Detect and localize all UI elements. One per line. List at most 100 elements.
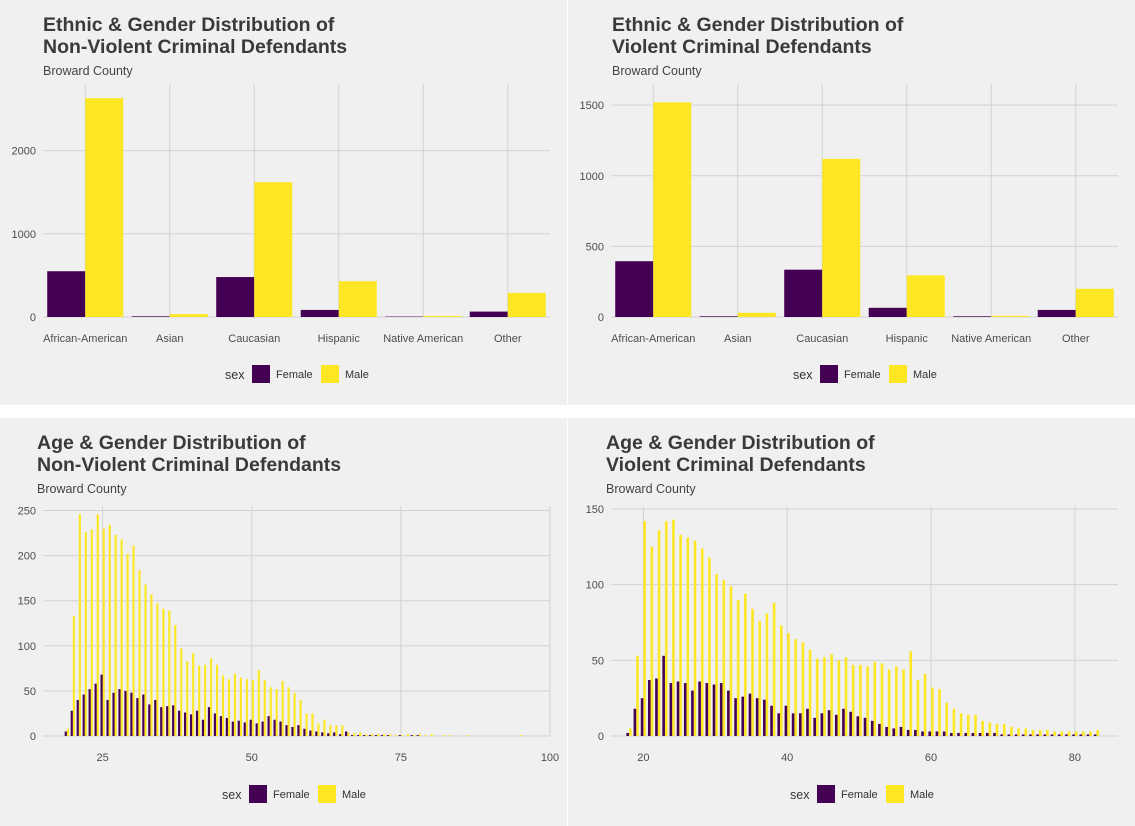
chart-title-line1: Age & Gender Distribution of [37,432,306,454]
bar-female [195,710,199,736]
chart-subtitle: Broward County [43,64,133,78]
bar-male [442,735,445,736]
bar-male [686,537,690,736]
bar-male [257,670,260,736]
x-tick-label: Asian [156,333,184,345]
bar-male [664,521,668,736]
bar-male [653,102,692,317]
bar-male [1074,731,1078,736]
bar-female [734,698,737,736]
bar-female [148,704,151,736]
bar-female [136,698,139,736]
bar-female [219,716,222,736]
chart-title: Age & Gender Distribution of Violent Cri… [606,432,875,476]
bar-female [820,713,824,736]
chart-subtitle: Broward County [37,482,127,496]
bar-female [309,730,312,736]
legend-label-male: Male [913,369,937,381]
bar-male [851,664,855,736]
bar-male [338,281,377,317]
bar-female [207,707,211,736]
bar-male [815,658,819,736]
bar-female [351,735,354,736]
bar-female [1057,734,1061,736]
bar-male [281,680,284,736]
bar-male [801,642,805,736]
chart-title-line2: Non-Violent Criminal Defendants [43,36,348,58]
bar-female [863,717,867,736]
bar-female [118,689,121,736]
bar-female [892,728,896,736]
y-tick-label: 1500 [580,100,604,112]
bar-male [299,699,302,736]
x-tick-label: Other [494,333,522,345]
bar-male [1031,729,1035,736]
chart-title: Age & Gender Distribution of Non-Violent… [37,432,341,476]
bar-female [321,732,324,736]
bar-female [225,717,228,736]
y-tick-label: 0 [30,731,36,743]
bar-male [85,98,124,318]
bar-male [887,669,891,736]
bar-male [765,613,769,736]
bar-female [362,735,366,736]
bar-female [699,316,738,317]
bar-female [698,681,701,736]
bar-male [1060,731,1064,736]
bar-female [870,720,874,736]
bar-male [837,660,841,736]
bar-female [705,683,709,736]
x-tick-label: 80 [1069,752,1081,764]
bar-male [263,680,266,736]
bar-male [1017,728,1020,736]
bar-female [647,680,651,736]
bar-male [394,735,398,736]
bar-female [124,690,127,736]
x-tick-label: 75 [395,752,407,764]
bar-female [755,698,759,736]
bar-male [794,639,797,736]
legend-label-female: Female [844,369,881,381]
bar-male [1038,729,1042,736]
bar-male [120,539,123,736]
bar-female [1029,734,1032,736]
bar-male [859,664,862,736]
bar-female [640,698,644,736]
bar-male [866,666,869,736]
bar-male [780,625,783,736]
bar-male [715,574,718,736]
bar-female [1079,734,1083,736]
bar-male [895,666,898,736]
legend-title: sex [222,788,242,802]
bar-female [899,726,903,736]
bar-male [347,732,350,736]
bar-female [88,689,91,736]
chart-panel-ethnic-violent: 0 500 1000 1500 African-American Asian Caucasi… [568,0,1135,405]
bar-male [269,687,272,736]
bar-male [174,625,177,736]
bar-female [416,735,419,736]
bar-male [90,529,93,736]
bar-female [1007,734,1011,736]
legend-key-female [252,365,270,383]
bar-male [305,713,308,736]
bar-female [70,710,73,736]
chart-svg-age-nonviolent: 0 50 100 150 200 250 25 50 75 100 sex Female Male [18,506,559,803]
bar-male [1096,729,1100,736]
legend-title: sex [225,368,245,382]
bar-male [909,651,913,736]
bar-female [1043,734,1047,736]
bar-female [834,714,838,736]
bar-female [1021,734,1025,736]
bar-female [184,712,187,736]
bar-female [806,708,809,736]
bar-female [719,683,723,736]
chart-title-line1: Age & Gender Distribution of [606,432,875,454]
bar-male [126,553,129,736]
bar-male [365,734,368,736]
bar-male [636,655,639,736]
bar-male [959,713,963,736]
x-tick-label: 25 [97,752,109,764]
bar-male [916,680,920,736]
bar-male [239,677,242,736]
